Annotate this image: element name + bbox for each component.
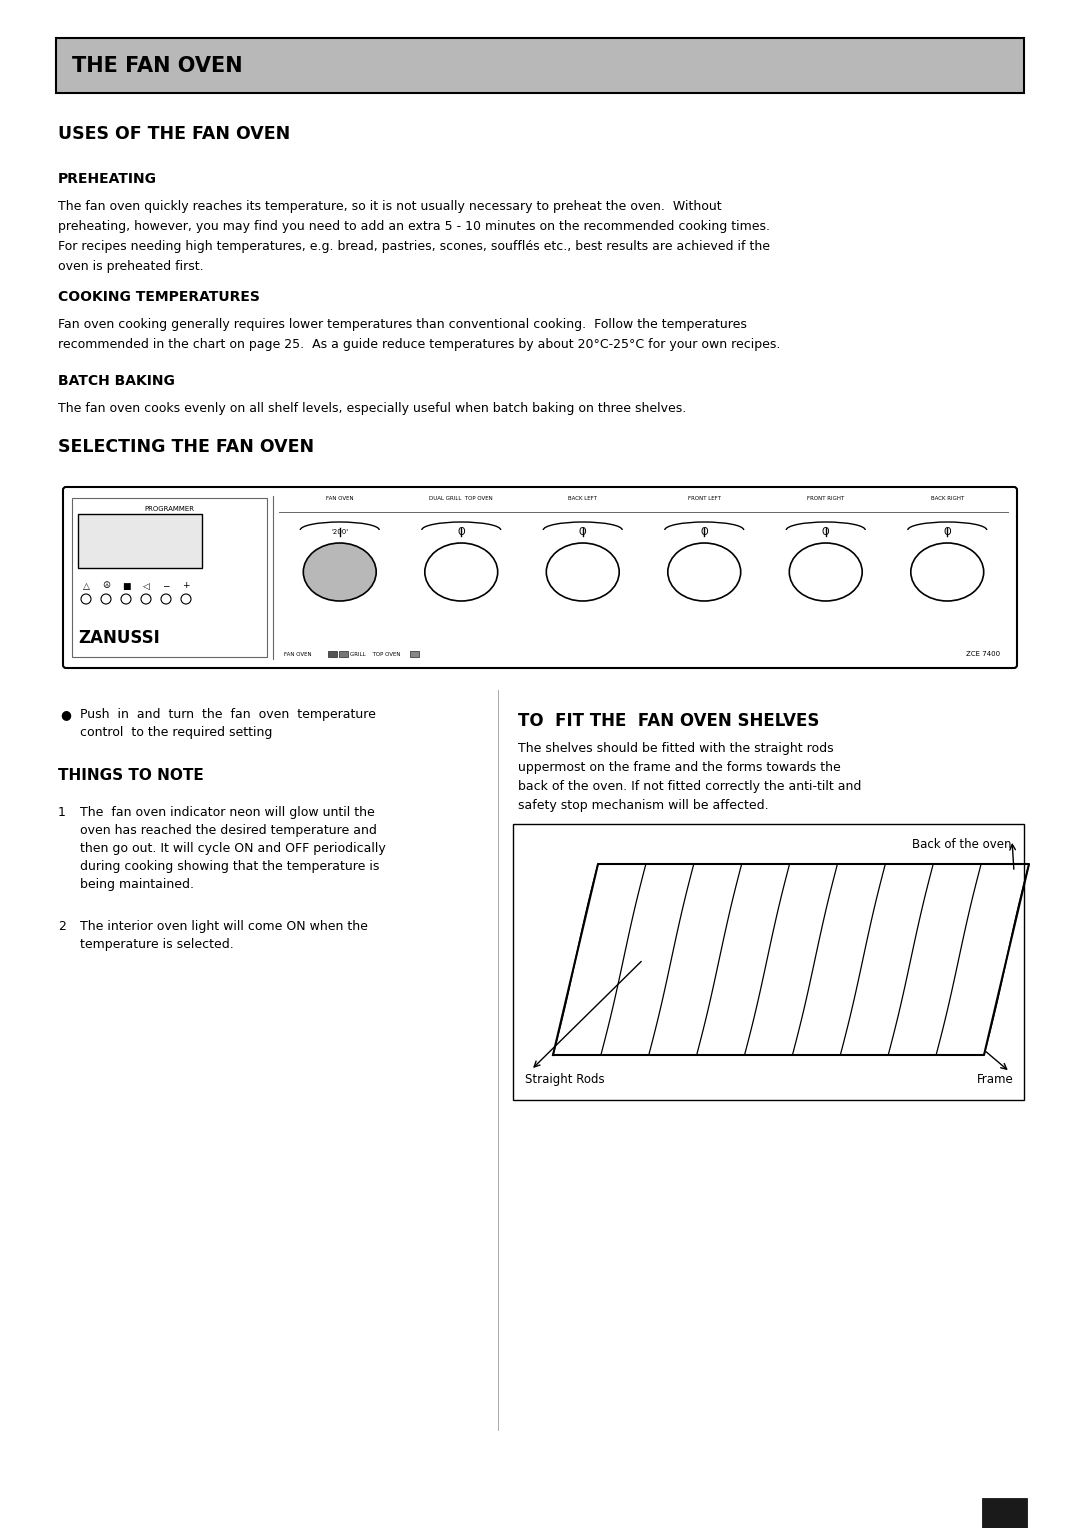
- Text: recommended in the chart on page 25.  As a guide reduce temperatures by about 20: recommended in the chart on page 25. As …: [58, 338, 781, 351]
- Text: USES OF THE FAN OVEN: USES OF THE FAN OVEN: [58, 125, 291, 144]
- Circle shape: [181, 594, 191, 604]
- Ellipse shape: [303, 542, 376, 601]
- Text: O: O: [458, 527, 465, 536]
- Text: back of the oven. If not fitted correctly the anti-tilt and: back of the oven. If not fitted correctl…: [518, 779, 862, 793]
- Text: The fan oven cooks evenly on all shelf levels, especially useful when batch baki: The fan oven cooks evenly on all shelf l…: [58, 402, 686, 416]
- Text: Frame: Frame: [977, 1073, 1014, 1086]
- Circle shape: [161, 594, 171, 604]
- Bar: [410, 651, 419, 657]
- Text: For recipes needing high temperatures, e.g. bread, pastries, scones, soufflés et: For recipes needing high temperatures, e…: [58, 240, 770, 254]
- Text: oven has reached the desired temperature and: oven has reached the desired temperature…: [80, 824, 377, 837]
- Bar: [56, 38, 1024, 93]
- Ellipse shape: [546, 542, 619, 601]
- Bar: [339, 651, 348, 657]
- Text: preheating, however, you may find you need to add an extra 5 - 10 minutes on the: preheating, however, you may find you ne…: [58, 220, 770, 232]
- Text: BATCH BAKING: BATCH BAKING: [58, 374, 175, 388]
- Text: ZCE 7400: ZCE 7400: [966, 651, 1000, 657]
- Text: The interior oven light will come ON when the: The interior oven light will come ON whe…: [80, 920, 368, 934]
- Text: 23: 23: [993, 1504, 1016, 1522]
- Circle shape: [141, 594, 151, 604]
- Ellipse shape: [424, 542, 498, 601]
- Text: PREHEATING: PREHEATING: [58, 173, 157, 186]
- Text: ■: ■: [122, 582, 131, 590]
- Text: Push  in  and  turn  the  fan  oven  temperature: Push in and turn the fan oven temperatur…: [80, 707, 376, 721]
- Text: uppermost on the frame and the forms towards the: uppermost on the frame and the forms tow…: [518, 761, 840, 775]
- Text: O: O: [701, 527, 708, 536]
- Text: then go out. It will cycle ON and OFF periodically: then go out. It will cycle ON and OFF pe…: [80, 842, 386, 856]
- Text: △: △: [82, 582, 90, 590]
- Bar: [982, 1497, 1027, 1528]
- Text: control  to the required setting: control to the required setting: [80, 726, 272, 740]
- Bar: [513, 824, 1024, 1100]
- Text: GRILL    TOP OVEN: GRILL TOP OVEN: [350, 652, 401, 657]
- Text: +: +: [183, 582, 190, 590]
- Text: The shelves should be fitted with the straight rods: The shelves should be fitted with the st…: [518, 743, 834, 755]
- Text: ◁: ◁: [143, 582, 149, 590]
- Text: Straight Rods: Straight Rods: [525, 1073, 605, 1086]
- Text: SELECTING THE FAN OVEN: SELECTING THE FAN OVEN: [58, 439, 314, 455]
- Ellipse shape: [789, 542, 862, 601]
- Text: PROGRAMMER: PROGRAMMER: [145, 506, 194, 512]
- Text: O: O: [944, 527, 951, 536]
- Text: FAN OVEN: FAN OVEN: [326, 497, 353, 501]
- Bar: [328, 651, 337, 657]
- Text: The fan oven quickly reaches its temperature, so it is not usually necessary to : The fan oven quickly reaches its tempera…: [58, 200, 721, 212]
- Text: BACK LEFT: BACK LEFT: [568, 497, 597, 501]
- Text: being maintained.: being maintained.: [80, 879, 194, 891]
- Text: THE FAN OVEN: THE FAN OVEN: [72, 55, 243, 75]
- Text: 2: 2: [58, 920, 66, 934]
- Text: Back of the oven: Back of the oven: [913, 837, 1012, 851]
- Text: ZANUSSI: ZANUSSI: [78, 630, 160, 646]
- FancyBboxPatch shape: [72, 498, 267, 657]
- FancyBboxPatch shape: [63, 487, 1017, 668]
- Text: −: −: [162, 582, 170, 590]
- Text: during cooking showing that the temperature is: during cooking showing that the temperat…: [80, 860, 379, 872]
- Text: FRONT RIGHT: FRONT RIGHT: [807, 497, 845, 501]
- Text: O: O: [822, 527, 829, 536]
- Text: THINGS TO NOTE: THINGS TO NOTE: [58, 769, 204, 782]
- Text: TO  FIT THE  FAN OVEN SHELVES: TO FIT THE FAN OVEN SHELVES: [518, 712, 820, 730]
- Text: 12 30: 12 30: [100, 529, 179, 555]
- Circle shape: [81, 594, 91, 604]
- Circle shape: [102, 594, 111, 604]
- Ellipse shape: [667, 542, 741, 601]
- Text: safety stop mechanism will be affected.: safety stop mechanism will be affected.: [518, 799, 769, 811]
- Text: ☮: ☮: [102, 582, 110, 590]
- Text: oven is preheated first.: oven is preheated first.: [58, 260, 204, 274]
- Text: temperature is selected.: temperature is selected.: [80, 938, 233, 950]
- Text: Fan oven cooking generally requires lower temperatures than conventional cooking: Fan oven cooking generally requires lowe…: [58, 318, 747, 332]
- Text: FAN OVEN: FAN OVEN: [284, 652, 312, 657]
- Text: O: O: [579, 527, 586, 536]
- Text: DUAL GRILL  TOP OVEN: DUAL GRILL TOP OVEN: [430, 497, 494, 501]
- Text: COOKING TEMPERATURES: COOKING TEMPERATURES: [58, 290, 260, 304]
- FancyBboxPatch shape: [78, 513, 202, 568]
- Text: The  fan oven indicator neon will glow until the: The fan oven indicator neon will glow un…: [80, 805, 375, 819]
- Ellipse shape: [910, 542, 984, 601]
- Text: BACK RIGHT: BACK RIGHT: [931, 497, 963, 501]
- Text: '200': '200': [332, 529, 349, 535]
- Text: 1: 1: [58, 805, 66, 819]
- Text: FRONT LEFT: FRONT LEFT: [688, 497, 720, 501]
- Circle shape: [121, 594, 131, 604]
- Text: ●: ●: [60, 707, 71, 721]
